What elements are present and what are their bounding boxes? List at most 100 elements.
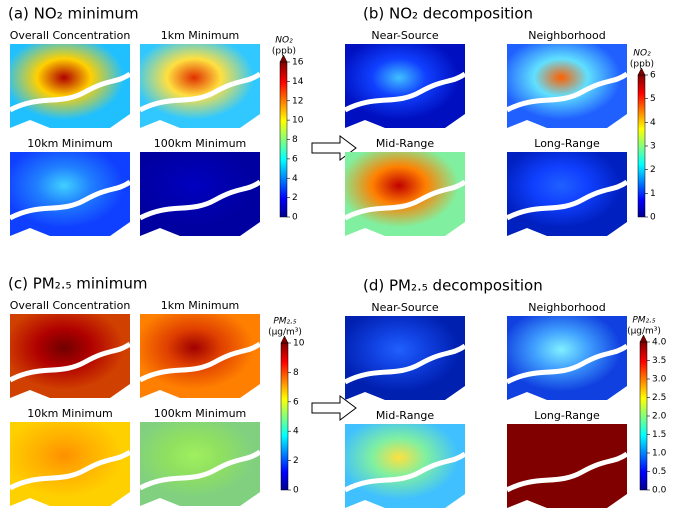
river: [505, 71, 629, 113]
colorbar-tick-label: 2: [292, 193, 298, 203]
colorbar-unit: (ppb): [630, 60, 654, 70]
map-edge: [345, 494, 465, 508]
map-edge: [345, 222, 465, 236]
colorbar-tick-label: 0.0: [652, 486, 667, 496]
colorbar-tick-label: 1.0: [652, 449, 667, 459]
map: [10, 422, 130, 506]
panel-title: (d) PM₂.₅ decomposition: [363, 277, 543, 295]
map-title: Mid-Range: [376, 409, 435, 422]
colorbar-tick-label: 1.5: [652, 430, 666, 440]
map-title: Overall Concentration: [10, 299, 131, 312]
river: [8, 71, 132, 113]
map: [140, 44, 260, 128]
river: [505, 179, 629, 221]
map: [140, 422, 260, 506]
map-title: 100km Minimum: [154, 137, 247, 150]
colorbar: [279, 61, 288, 218]
colorbar-tick-label: 10: [293, 339, 305, 349]
colorbar-tick-label: 4: [292, 174, 298, 184]
map-edge: [10, 114, 130, 128]
colorbar-tick-label: 2.5: [652, 393, 666, 403]
river: [138, 449, 262, 491]
map-title: Neighborhood: [528, 29, 605, 42]
map-title: 1km Minimum: [161, 29, 240, 42]
map: [10, 152, 130, 236]
map-title: Long-Range: [534, 409, 600, 422]
map: [345, 152, 465, 236]
map: [140, 152, 260, 236]
river: [343, 451, 467, 493]
panel-title: (b) NO₂ decomposition: [363, 5, 533, 23]
panel-title: (c) PM₂.₅ minimum: [8, 275, 147, 293]
colorbar-tick-label: 12: [292, 96, 303, 106]
colorbar-extend: [637, 67, 646, 76]
colorbar: [639, 341, 648, 491]
colorbar-tick-label: 6: [292, 154, 298, 164]
map: [507, 152, 627, 236]
map-title: Overall Concentration: [10, 29, 131, 42]
river: [8, 179, 132, 221]
map-edge: [140, 114, 260, 128]
colorbar-tick-label: 8: [292, 135, 298, 145]
map-title: 10km Minimum: [27, 137, 113, 150]
colorbar-tick-label: 5: [650, 94, 656, 104]
river: [8, 449, 132, 491]
map-edge: [10, 222, 130, 236]
map: [140, 314, 260, 398]
map-title: 10km Minimum: [27, 407, 113, 420]
map-title: Near-Source: [371, 29, 439, 42]
river: [505, 343, 629, 385]
colorbar-extend: [639, 334, 648, 343]
river: [343, 179, 467, 221]
colorbar-extend: [279, 54, 288, 63]
river: [138, 71, 262, 113]
colorbar-tick-label: 6: [650, 71, 656, 81]
colorbar-label: PM₂.₅: [273, 317, 297, 327]
map-edge: [140, 492, 260, 506]
colorbar-tick-label: 10: [292, 116, 304, 126]
map-edge: [507, 114, 627, 128]
map-title: 1km Minimum: [161, 299, 240, 312]
map: [507, 44, 627, 128]
map-edge: [10, 492, 130, 506]
map-title: Long-Range: [534, 137, 600, 150]
map: [345, 44, 465, 128]
river: [343, 343, 467, 385]
colorbar-unit: (ppb): [272, 47, 296, 57]
map-edge: [345, 114, 465, 128]
map-edge: [507, 386, 627, 400]
colorbar-tick-label: 4.0: [652, 338, 667, 348]
colorbar-tick-label: 0: [293, 486, 299, 496]
river: [138, 341, 262, 383]
panel-title: (a) NO₂ minimum: [8, 5, 139, 23]
colorbar: [280, 342, 289, 491]
colorbar-extend: [280, 335, 289, 344]
map: [10, 314, 130, 398]
colorbar-tick-label: 4: [650, 118, 656, 128]
map: [10, 44, 130, 128]
map-edge: [507, 494, 627, 508]
colorbar-tick-label: 3.0: [652, 375, 667, 385]
colorbar-tick-label: 6: [293, 397, 299, 407]
colorbar-tick-label: 0.5: [652, 467, 666, 477]
colorbar-tick-label: 8: [293, 368, 299, 378]
map: [507, 424, 627, 508]
map-edge: [140, 222, 260, 236]
map: [345, 316, 465, 400]
colorbar-tick-label: 2: [650, 165, 656, 175]
colorbar: [637, 74, 646, 218]
colorbar-tick-label: 3.5: [652, 356, 666, 366]
colorbar-tick-label: 1: [650, 189, 656, 199]
colorbar-tick-label: 2: [293, 456, 299, 466]
river: [8, 341, 132, 383]
colorbar-tick-label: 4: [293, 427, 299, 437]
river: [138, 179, 262, 221]
river: [505, 451, 629, 493]
map: [345, 424, 465, 508]
colorbar-label: PM₂.₅: [632, 316, 656, 326]
colorbar-unit: (μg/m³): [627, 327, 661, 337]
colorbar-tick-label: 2.0: [652, 412, 667, 422]
arrow: [311, 395, 357, 421]
map-edge: [507, 222, 627, 236]
